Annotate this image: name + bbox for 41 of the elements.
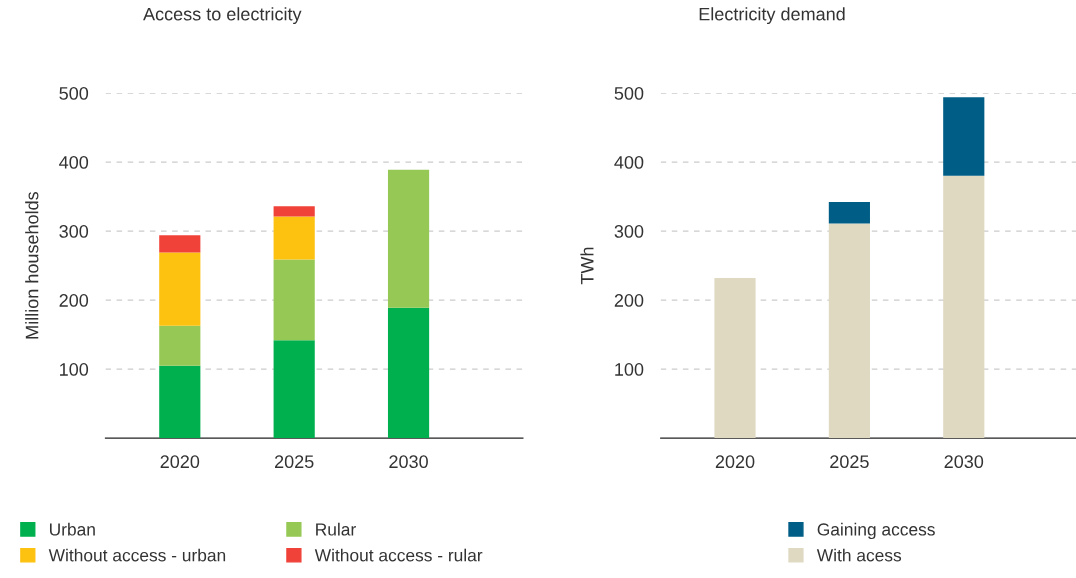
bar bbox=[159, 252, 201, 326]
bar bbox=[273, 206, 315, 217]
y-tick-label: 200 bbox=[614, 294, 644, 307]
bar bbox=[159, 235, 201, 253]
x-tick-label: 2030 bbox=[389, 455, 428, 469]
y-tick-label: 400 bbox=[614, 156, 644, 169]
x-tick-label: 2025 bbox=[830, 455, 869, 469]
y-tick-label: 200 bbox=[59, 294, 89, 307]
bar bbox=[828, 202, 870, 224]
y-tick-label: 300 bbox=[59, 225, 89, 238]
bar bbox=[159, 325, 201, 366]
legend-label: With acess bbox=[816, 548, 902, 562]
bar bbox=[273, 216, 315, 260]
bar bbox=[387, 169, 430, 308]
bar bbox=[714, 278, 756, 439]
y-tick-label: 400 bbox=[59, 156, 89, 169]
y-tick-label: 500 bbox=[614, 86, 644, 100]
bar bbox=[159, 365, 201, 439]
y-tick-label: 300 bbox=[614, 225, 644, 238]
legend-label: Without access - rular bbox=[314, 548, 483, 562]
bar bbox=[387, 307, 430, 439]
x-tick-label: 2025 bbox=[275, 455, 314, 469]
legend-label: Gaining access bbox=[817, 522, 935, 540]
chart-title: Access to electricity bbox=[143, 7, 302, 25]
bar bbox=[828, 223, 870, 439]
x-tick-label: 2020 bbox=[715, 455, 755, 469]
bar bbox=[943, 97, 985, 176]
legend-label: Urban bbox=[49, 522, 95, 536]
y-axis-title: Million households bbox=[25, 191, 39, 339]
x-tick-label: 2020 bbox=[160, 455, 200, 469]
bar bbox=[273, 340, 315, 439]
bar bbox=[943, 175, 985, 439]
legend-label: Without access - urban bbox=[48, 548, 226, 562]
y-tick-label: 100 bbox=[615, 363, 644, 376]
chart-title: Electricity demand bbox=[699, 7, 845, 25]
y-axis-title: TWh bbox=[580, 247, 594, 285]
x-tick-label: 2030 bbox=[944, 455, 984, 469]
bar bbox=[273, 259, 315, 341]
y-tick-label: 500 bbox=[59, 86, 89, 100]
legend-label: Rular bbox=[316, 522, 356, 536]
y-tick-label: 100 bbox=[60, 363, 89, 376]
